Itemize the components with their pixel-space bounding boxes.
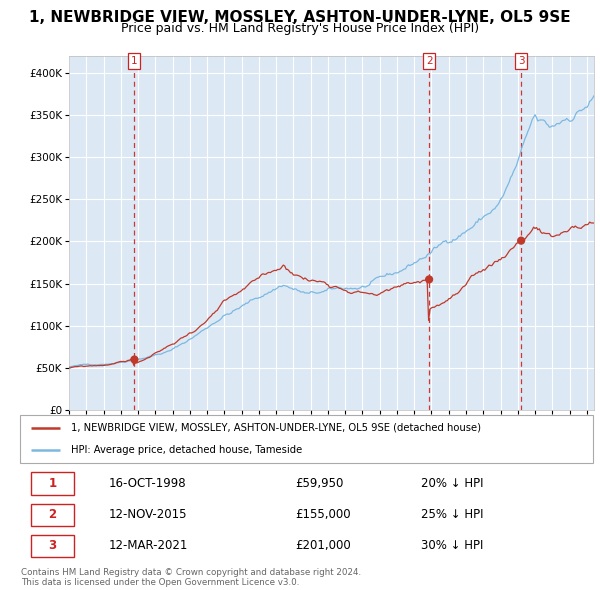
Text: HPI: Average price, detached house, Tameside: HPI: Average price, detached house, Tame… — [71, 445, 302, 455]
Text: 20% ↓ HPI: 20% ↓ HPI — [421, 477, 484, 490]
Text: 12-MAR-2021: 12-MAR-2021 — [109, 539, 188, 552]
Text: 2: 2 — [49, 508, 56, 522]
FancyBboxPatch shape — [31, 535, 74, 557]
Text: 25% ↓ HPI: 25% ↓ HPI — [421, 508, 484, 522]
Text: 16-OCT-1998: 16-OCT-1998 — [109, 477, 186, 490]
Text: 3: 3 — [518, 56, 524, 66]
Text: £201,000: £201,000 — [295, 539, 350, 552]
Text: Price paid vs. HM Land Registry's House Price Index (HPI): Price paid vs. HM Land Registry's House … — [121, 22, 479, 35]
Text: 2: 2 — [426, 56, 433, 66]
Text: 1, NEWBRIDGE VIEW, MOSSLEY, ASHTON-UNDER-LYNE, OL5 9SE: 1, NEWBRIDGE VIEW, MOSSLEY, ASHTON-UNDER… — [29, 10, 571, 25]
Text: 1, NEWBRIDGE VIEW, MOSSLEY, ASHTON-UNDER-LYNE, OL5 9SE (detached house): 1, NEWBRIDGE VIEW, MOSSLEY, ASHTON-UNDER… — [71, 423, 481, 433]
Point — [517, 236, 526, 245]
FancyBboxPatch shape — [31, 473, 74, 495]
Text: £155,000: £155,000 — [295, 508, 350, 522]
Point — [424, 275, 434, 284]
Point — [130, 355, 139, 364]
Text: 12-NOV-2015: 12-NOV-2015 — [109, 508, 187, 522]
Text: £59,950: £59,950 — [295, 477, 343, 490]
Text: Contains HM Land Registry data © Crown copyright and database right 2024.
This d: Contains HM Land Registry data © Crown c… — [21, 568, 361, 587]
FancyBboxPatch shape — [31, 504, 74, 526]
Text: 30% ↓ HPI: 30% ↓ HPI — [421, 539, 483, 552]
Text: 1: 1 — [49, 477, 56, 490]
Text: 1: 1 — [131, 56, 138, 66]
Text: 3: 3 — [49, 539, 56, 552]
